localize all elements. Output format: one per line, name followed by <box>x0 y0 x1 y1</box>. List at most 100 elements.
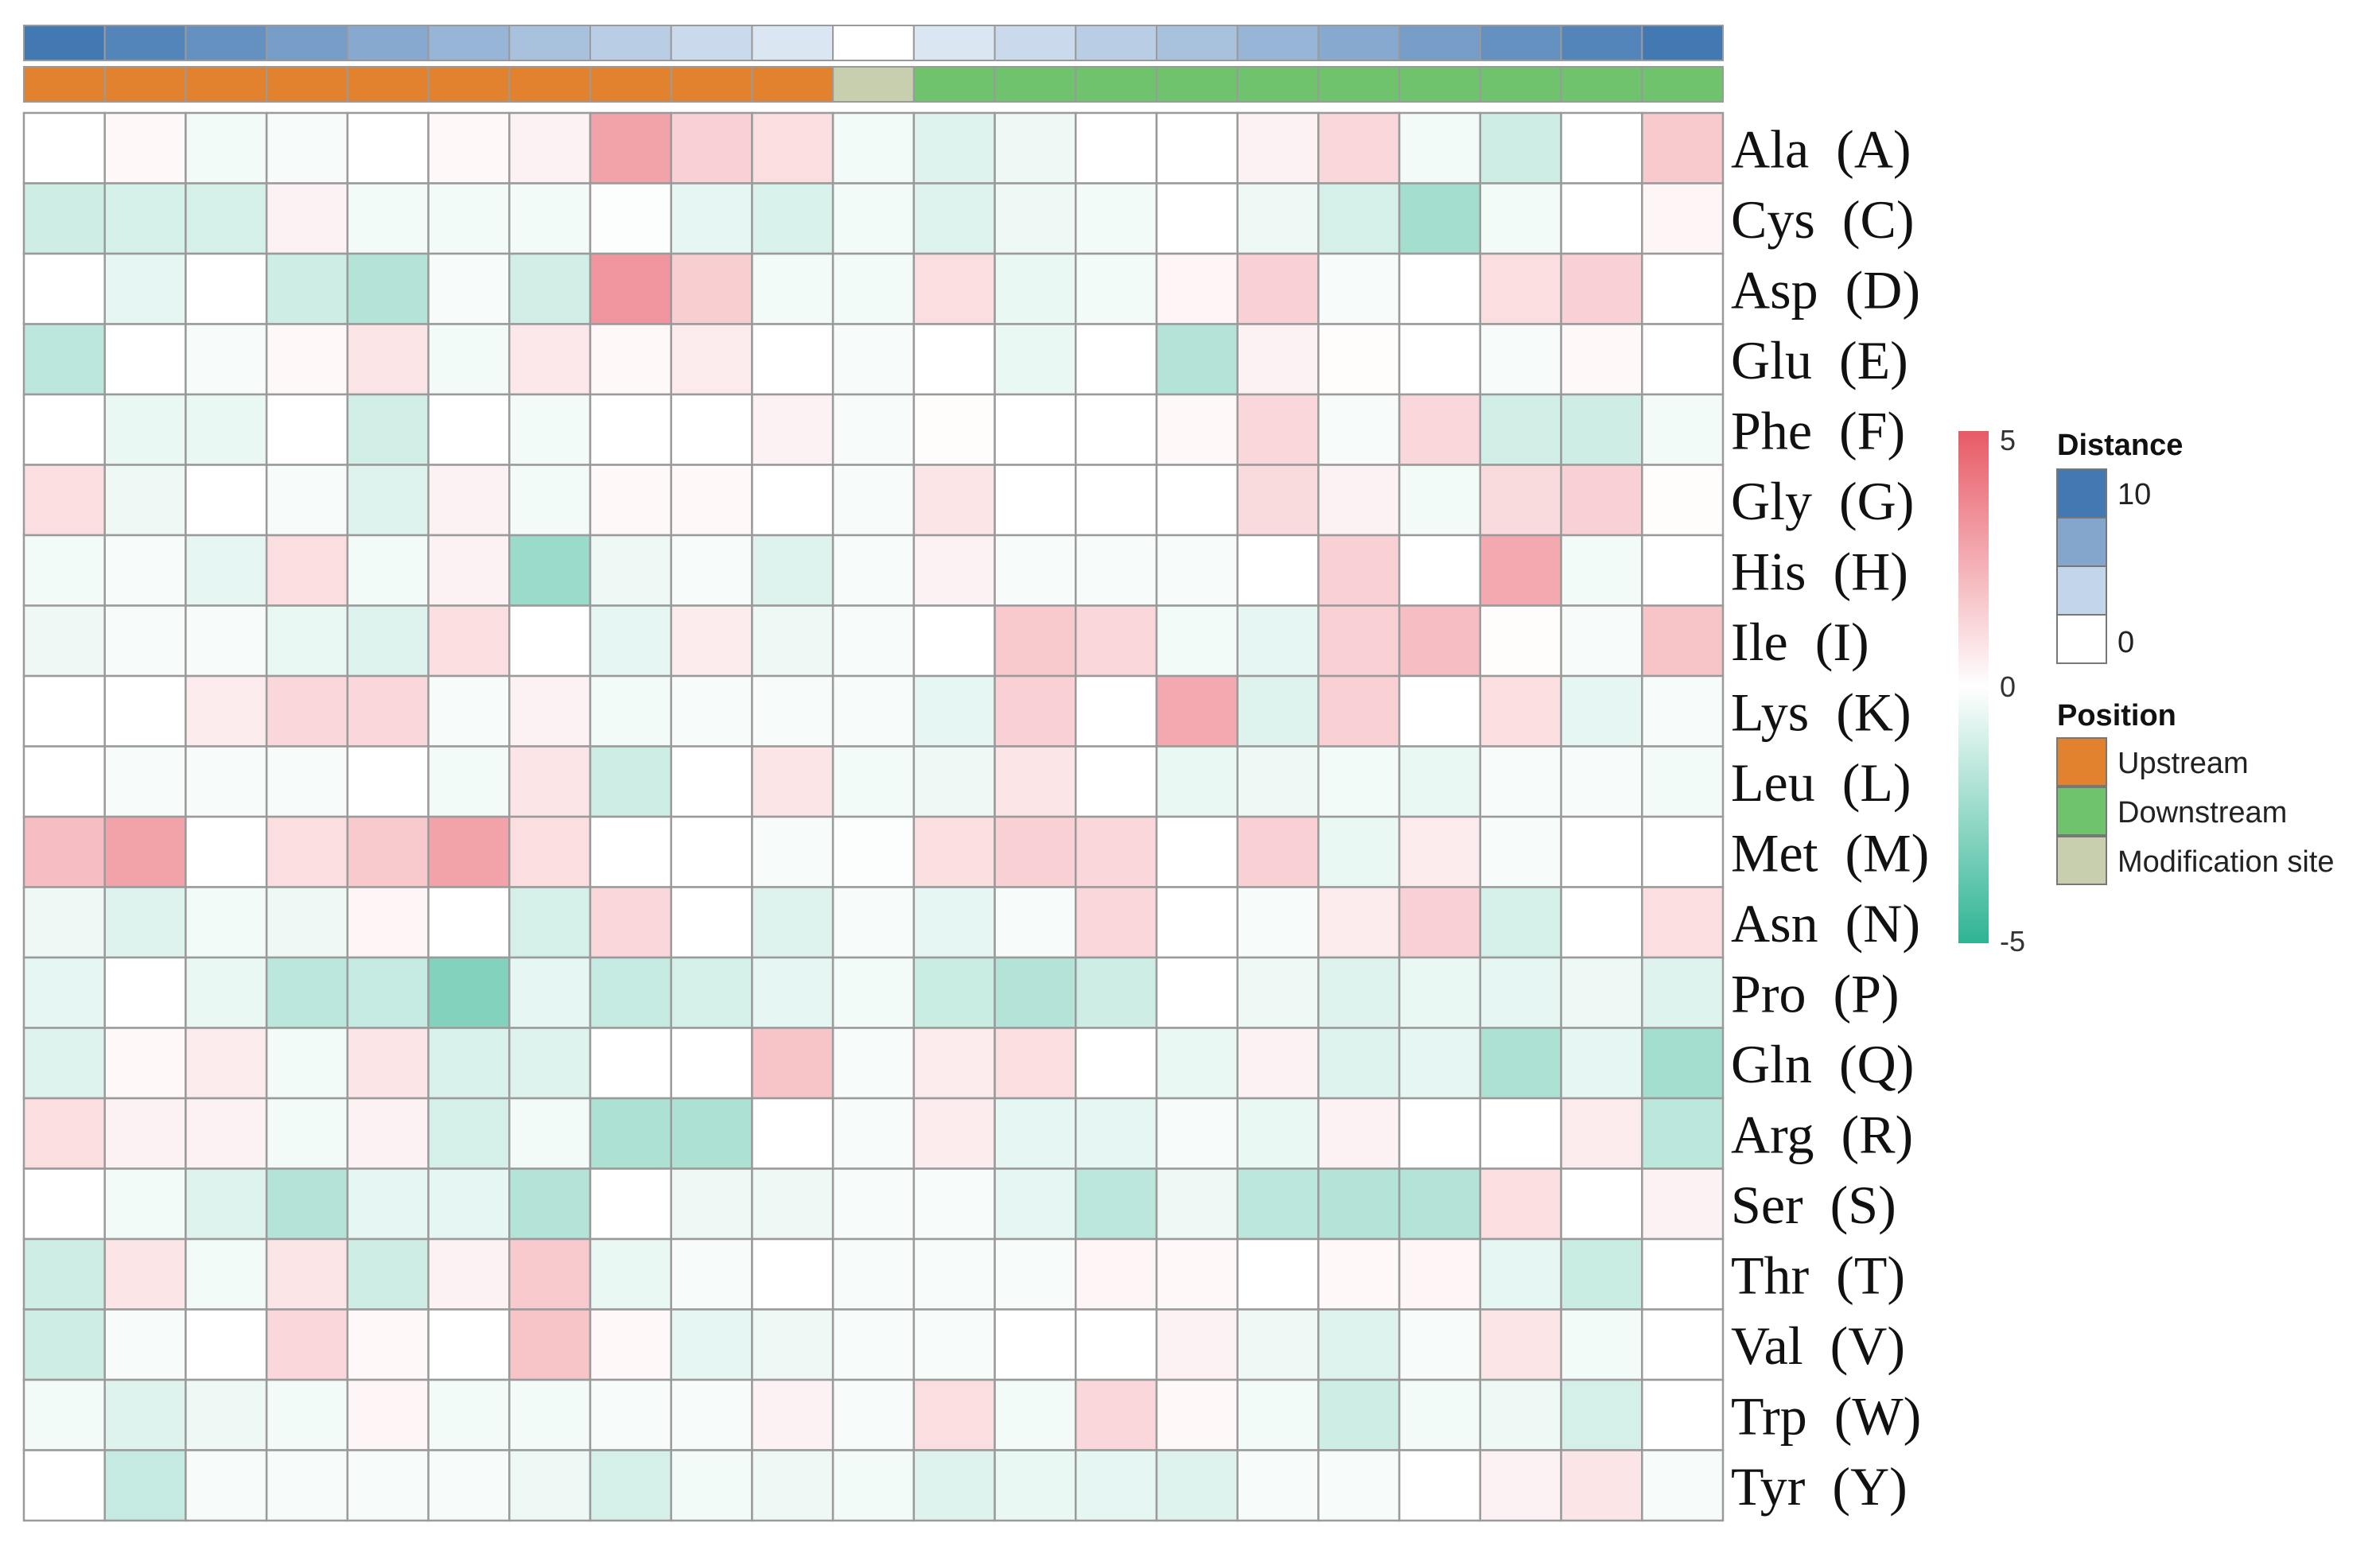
heatmap-cell <box>1236 1378 1320 1451</box>
heatmap-cell <box>1317 252 1401 325</box>
heatmap-cell <box>22 1449 106 1522</box>
heatmap-cell <box>831 1097 916 1170</box>
heatmap-cell <box>1398 1378 1482 1451</box>
heatmap-cell <box>1075 745 1158 818</box>
color-scale-bar <box>1958 431 1989 943</box>
position-legend-label: Modification site <box>2118 845 2334 879</box>
heatmap-cell <box>22 1237 106 1311</box>
heatmap-cell <box>508 604 592 678</box>
heatmap-cell <box>670 1449 753 1522</box>
position-cell <box>1075 66 1158 103</box>
heatmap-cell <box>1398 323 1482 396</box>
heatmap-cell <box>670 323 753 396</box>
heatmap-cells <box>22 111 1725 1522</box>
distance-cell <box>1398 25 1481 61</box>
heatmap-cell <box>185 604 268 678</box>
heatmap-cell <box>346 182 430 255</box>
heatmap-cell <box>1236 604 1320 678</box>
heatmap-cell <box>751 1378 834 1451</box>
heatmap-cell <box>103 886 187 959</box>
heatmap-cell <box>1479 604 1562 678</box>
heatmap-cell <box>103 111 187 185</box>
heatmap-cell <box>1398 534 1482 607</box>
heatmap-cell <box>1479 815 1562 888</box>
distance-cell <box>1479 25 1562 61</box>
heatmap-cell <box>912 393 996 466</box>
row-label: Lys (K) <box>1731 682 1911 742</box>
heatmap-cell <box>185 252 268 325</box>
heatmap-cell <box>994 604 1077 678</box>
heatmap-cell <box>1155 956 1239 1029</box>
heatmap-cell <box>994 745 1077 818</box>
heatmap-cell <box>1641 1308 1725 1381</box>
position-legend-swatch <box>2056 836 2107 885</box>
heatmap-cell <box>589 745 672 818</box>
heatmap-cell <box>670 111 753 185</box>
heatmap-cell <box>751 1308 834 1381</box>
heatmap-cell <box>1641 1097 1725 1170</box>
heatmap-cell <box>1479 182 1562 255</box>
heatmap-cell <box>508 1237 592 1311</box>
heatmap-cell <box>346 1027 430 1100</box>
heatmap-cell <box>994 815 1077 888</box>
heatmap-cell <box>1155 182 1239 255</box>
heatmap-cell <box>670 534 753 607</box>
heatmap-cell <box>265 534 349 607</box>
heatmap-cell <box>508 674 592 748</box>
heatmap-cell <box>670 252 753 325</box>
heatmap-cell <box>751 534 834 607</box>
heatmap-cell <box>994 1449 1077 1522</box>
distance-cell <box>1075 25 1158 61</box>
heatmap-cell <box>1236 886 1320 959</box>
heatmap-cell <box>1317 1308 1401 1381</box>
position-cell <box>1317 66 1401 103</box>
heatmap-cell <box>1155 323 1239 396</box>
heatmap-cell <box>265 182 349 255</box>
heatmap-cell <box>1479 1167 1562 1241</box>
heatmap-cell <box>1236 956 1320 1029</box>
heatmap-cell <box>831 534 916 607</box>
heatmap-cell <box>1155 745 1239 818</box>
heatmap-cell <box>22 674 106 748</box>
position-cell <box>1398 66 1481 103</box>
position-annotation-bar <box>23 66 1724 103</box>
heatmap-cell <box>1155 1449 1239 1522</box>
heatmap-cell <box>508 393 592 466</box>
heatmap-cell <box>1236 534 1320 607</box>
position-cell <box>23 66 106 103</box>
heatmap-cell <box>1398 182 1482 255</box>
heatmap-cell <box>589 323 672 396</box>
position-cell <box>1479 66 1562 103</box>
heatmap-cell <box>1075 1167 1158 1241</box>
position-cell <box>994 66 1077 103</box>
heatmap-cell <box>1560 464 1643 537</box>
heatmap-cell <box>1398 1449 1482 1522</box>
distance-cell <box>751 25 834 61</box>
heatmap-cell <box>265 674 349 748</box>
heatmap-cell <box>831 745 916 818</box>
heatmap-cell <box>670 1167 753 1241</box>
heatmap-cell <box>1075 464 1158 537</box>
heatmap-cell <box>912 1449 996 1522</box>
heatmap-cell <box>994 393 1077 466</box>
heatmap-cell <box>1155 1097 1239 1170</box>
heatmap-cell <box>1641 182 1725 255</box>
heatmap-cell <box>1155 1378 1239 1451</box>
heatmap-cell <box>589 604 672 678</box>
heatmap-cell <box>346 534 430 607</box>
heatmap-cell <box>1641 252 1725 325</box>
color-scale-tick: 5 <box>2000 424 2016 456</box>
heatmap-cell <box>22 1097 106 1170</box>
heatmap-cell <box>1075 534 1158 607</box>
heatmap-cell <box>589 182 672 255</box>
heatmap-cell <box>103 1097 187 1170</box>
row-label: Ser (S) <box>1731 1175 1896 1235</box>
heatmap-cell <box>265 1449 349 1522</box>
heatmap-cell <box>1560 111 1643 185</box>
heatmap-cell <box>1479 745 1562 818</box>
heatmap-cell <box>670 815 753 888</box>
heatmap-cell <box>751 182 834 255</box>
distance-cell <box>427 25 511 61</box>
heatmap-cell <box>1641 464 1725 537</box>
